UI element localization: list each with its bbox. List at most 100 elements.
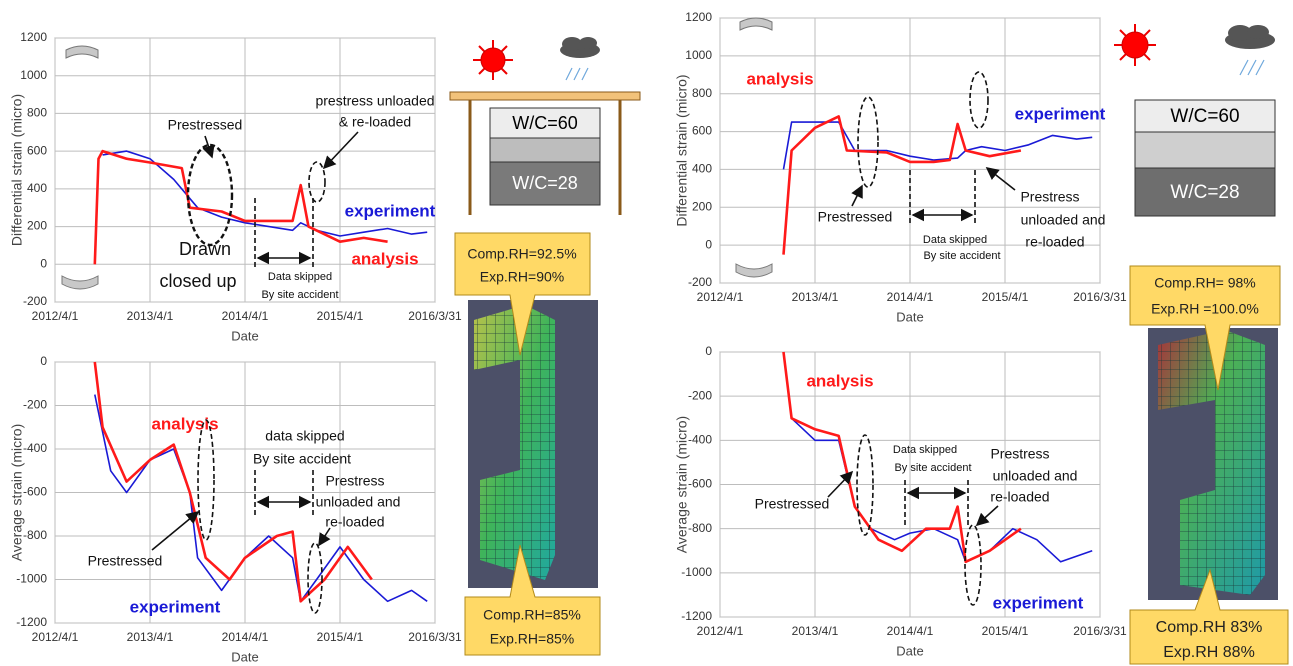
annotation: By site accident <box>923 250 1000 262</box>
callout-text: Comp.RH=85% <box>483 607 581 623</box>
annotation: Prestressed <box>168 117 243 133</box>
y-axis-label: Average strain (micro) <box>674 416 690 553</box>
y-tick-label: -1000 <box>681 565 712 579</box>
x-tick-label: 2013/4/1 <box>127 630 174 644</box>
x-tick-label: 2014/4/1 <box>222 309 269 323</box>
annotation: prestress unloaded <box>315 93 434 109</box>
annotation: By site accident <box>253 451 351 467</box>
y-tick-label: 0 <box>40 256 47 270</box>
series-label: analysis <box>351 249 418 268</box>
y-tick-label: 600 <box>27 143 47 157</box>
x-tick-label: 2015/4/1 <box>317 630 364 644</box>
annotation: Data skipped <box>893 444 957 456</box>
x-tick-label: 2013/4/1 <box>127 309 174 323</box>
y-tick-label: -600 <box>688 477 712 491</box>
y-tick-label: 800 <box>27 106 47 120</box>
annotation: Prestress <box>1020 189 1079 205</box>
series-label: analysis <box>806 371 873 390</box>
annotation: By site accident <box>894 462 971 474</box>
y-tick-label: 200 <box>27 219 47 233</box>
x-tick-label: 2016/3/31 <box>408 630 462 644</box>
chart: -200 0 200 400 600 800 1000 1200 2012/4/1 2013/4/… <box>9 30 462 343</box>
y-tick-label: 600 <box>692 124 712 138</box>
series-label: analysis <box>746 69 813 88</box>
annotation: Prestress <box>990 446 1049 462</box>
y-tick-label: 0 <box>705 344 712 358</box>
y-tick-label: 200 <box>692 199 712 213</box>
annotation: unloaded and <box>316 494 401 510</box>
x-tick-label: 2014/4/1 <box>887 290 934 304</box>
x-axis-label: Date <box>896 309 923 324</box>
annotation: unloaded and <box>1021 212 1106 228</box>
series-label: experiment <box>130 597 221 616</box>
callout-text: Exp.RH 88% <box>1163 644 1255 661</box>
annotation: re-loaded <box>325 514 384 530</box>
x-tick-label: 2014/4/1 <box>222 630 269 644</box>
x-tick-label: 2012/4/1 <box>697 624 744 638</box>
box-label: W/C=28 <box>512 173 578 193</box>
callout-text: Exp.RH =100.0% <box>1151 301 1259 317</box>
callout-text: Comp.RH= 98% <box>1154 275 1256 291</box>
y-axis-label: Differential strain (micro) <box>674 74 690 226</box>
y-tick-label: 1000 <box>20 68 47 82</box>
annotation: unloaded and <box>993 468 1078 484</box>
y-tick-label: -800 <box>688 521 712 535</box>
y-tick-label: 400 <box>27 181 47 195</box>
x-tick-label: 2013/4/1 <box>792 624 839 638</box>
x-tick-label: 2013/4/1 <box>792 290 839 304</box>
x-tick-label: 2012/4/1 <box>697 290 744 304</box>
x-tick-label: 2015/4/1 <box>982 624 1029 638</box>
annotation: Data skipped <box>268 271 332 283</box>
x-tick-label: 2015/4/1 <box>982 290 1029 304</box>
x-tick-label: 2015/4/1 <box>317 309 364 323</box>
series-label: experiment <box>1015 104 1106 123</box>
y-tick-label: -200 <box>23 398 47 412</box>
x-tick-label: 2014/4/1 <box>887 624 934 638</box>
annotation: re-loaded <box>990 489 1049 505</box>
series-label: experiment <box>345 201 436 220</box>
box-label: W/C=28 <box>1170 182 1239 203</box>
annotation: re-loaded <box>1025 234 1084 250</box>
y-tick-label: -400 <box>23 441 47 455</box>
callout-text: Exp.RH=90% <box>480 269 564 285</box>
y-tick-label: -400 <box>688 433 712 447</box>
annotation: closed up <box>159 271 236 291</box>
y-axis-label: Differential strain (micro) <box>9 94 25 246</box>
y-tick-label: -200 <box>688 275 712 289</box>
y-tick-label: 1200 <box>685 10 712 24</box>
y-tick-label: 0 <box>705 237 712 251</box>
y-tick-label: -200 <box>23 294 47 308</box>
y-tick-label: 0 <box>40 354 47 368</box>
y-tick-label: -1200 <box>16 615 47 629</box>
y-tick-label: 400 <box>692 162 712 176</box>
y-tick-label: -1000 <box>16 572 47 586</box>
callout-text: Comp.RH 83% <box>1156 619 1263 636</box>
y-tick-label: 800 <box>692 86 712 100</box>
annotation: Prestressed <box>755 496 830 512</box>
callout-text: Comp.RH=92.5% <box>467 246 576 262</box>
figure: -200 0 200 400 600 800 1000 1200 2012/4/1 2013/4/… <box>0 0 1293 666</box>
y-tick-label: -1200 <box>681 609 712 623</box>
x-tick-label: 2016/3/31 <box>1073 290 1127 304</box>
x-tick-label: 2012/4/1 <box>32 309 79 323</box>
box-label: W/C=60 <box>1170 106 1239 127</box>
y-axis-label: Average strain (micro) <box>9 424 25 561</box>
y-tick-label: 1200 <box>20 30 47 44</box>
callout-text: Exp.RH=85% <box>490 631 574 647</box>
x-axis-label: Date <box>896 643 923 658</box>
x-tick-label: 2012/4/1 <box>32 630 79 644</box>
series-label: experiment <box>993 593 1084 612</box>
y-tick-label: -800 <box>23 528 47 542</box>
x-axis-label: Date <box>231 328 258 343</box>
x-tick-label: 2016/3/31 <box>1073 624 1127 638</box>
y-tick-label: -200 <box>688 388 712 402</box>
y-tick-label: -600 <box>23 485 47 499</box>
annotation: data skipped <box>265 428 344 444</box>
annotation: & re-loaded <box>339 114 411 130</box>
x-axis-label: Date <box>231 649 258 664</box>
table-top <box>450 92 640 100</box>
box <box>490 138 600 162</box>
annotation: Drawn <box>179 239 231 259</box>
annotation: By site accident <box>261 289 338 301</box>
